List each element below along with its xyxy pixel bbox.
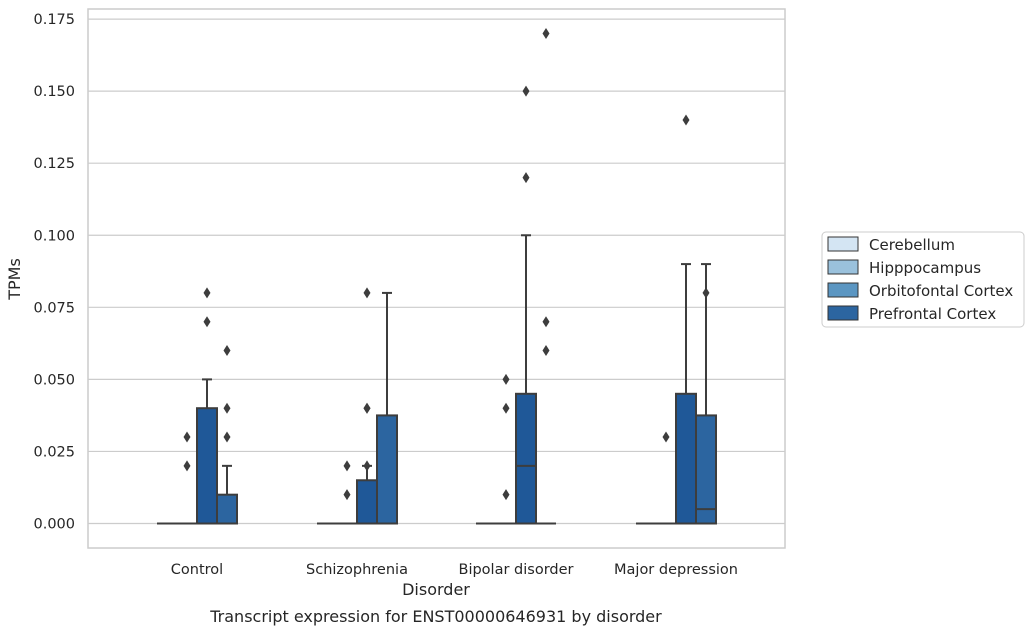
y-tick-label: 0.150 [33,84,75,100]
x-tick-label: Schizophrenia [306,562,408,578]
box [695,263,717,525]
y-tick-label: 0.000 [33,517,75,533]
x-tick-label: Major depression [614,562,738,578]
box-body [196,407,218,525]
outlier-point [502,402,510,414]
box [536,28,556,525]
legend-label: Orbitofontal Cortex [869,282,1013,300]
legend-label: Cerebellum [869,236,955,254]
y-axis-title: TPMs [5,258,24,301]
y-tick-label: 0.175 [33,12,75,28]
outlier-point [223,431,231,443]
box-body [695,414,717,525]
box-body [356,479,378,525]
outlier-point [542,345,550,357]
outlier-point [223,345,231,357]
legend-swatch [827,259,859,275]
box [196,378,218,525]
outlier-point [682,114,690,126]
box [177,431,197,525]
outlier-point [183,431,191,443]
outlier-point [363,287,371,299]
legend: Cerebellum Hipppocampus Orbitofontal Corte… [821,231,1025,328]
outlier-point [542,28,550,39]
y-tick-label: 0.050 [33,372,75,388]
box [376,291,398,525]
chart-caption: Transcript expression for ENST0000064693… [209,607,662,626]
x-tick-label: Bipolar disorder [459,562,574,578]
outlier-point [502,489,510,501]
outlier-point [363,402,371,414]
outlier-point [203,316,211,328]
y-tick-label: 0.025 [33,444,75,460]
y-tick-label: 0.100 [33,228,75,244]
box [496,373,516,525]
x-axis-title: Disorder [402,580,470,599]
outlier-point [522,172,530,184]
legend-frame [821,231,1025,328]
x-tick-label: Control [171,562,223,578]
y-tick-label: 0.075 [33,300,75,316]
plot-frame [87,8,786,549]
chart-marks [157,28,717,525]
outlier-point [343,489,351,501]
y-tick-labels: 0.000 0.025 0.050 0.075 0.100 0.125 0.150 0.175 [33,12,75,532]
box [515,172,537,525]
y-tick-label: 0.125 [33,156,75,172]
legend-swatch [827,305,859,321]
legend-label: Hipppocampus [869,259,981,277]
box-body [376,414,398,525]
box [675,114,697,525]
box-body [216,493,238,525]
box [216,345,238,525]
box-body [515,392,537,525]
outlier-point [343,460,351,472]
box [337,460,357,525]
box [356,287,378,525]
legend-swatch [827,282,859,298]
outlier-point [183,460,191,472]
outlier-point [662,431,670,443]
outlier-point [223,402,231,414]
outlier-point [522,85,530,97]
box-body [675,392,697,525]
legend-swatch [827,236,859,252]
outlier-point [502,373,510,385]
legend-label: Prefrontal Cortex [869,305,996,323]
x-tick-labels: Control Schizophrenia Bipolar disorder Majo… [171,562,738,578]
outlier-point [203,287,211,299]
outlier-point [542,316,550,328]
box [656,431,676,525]
